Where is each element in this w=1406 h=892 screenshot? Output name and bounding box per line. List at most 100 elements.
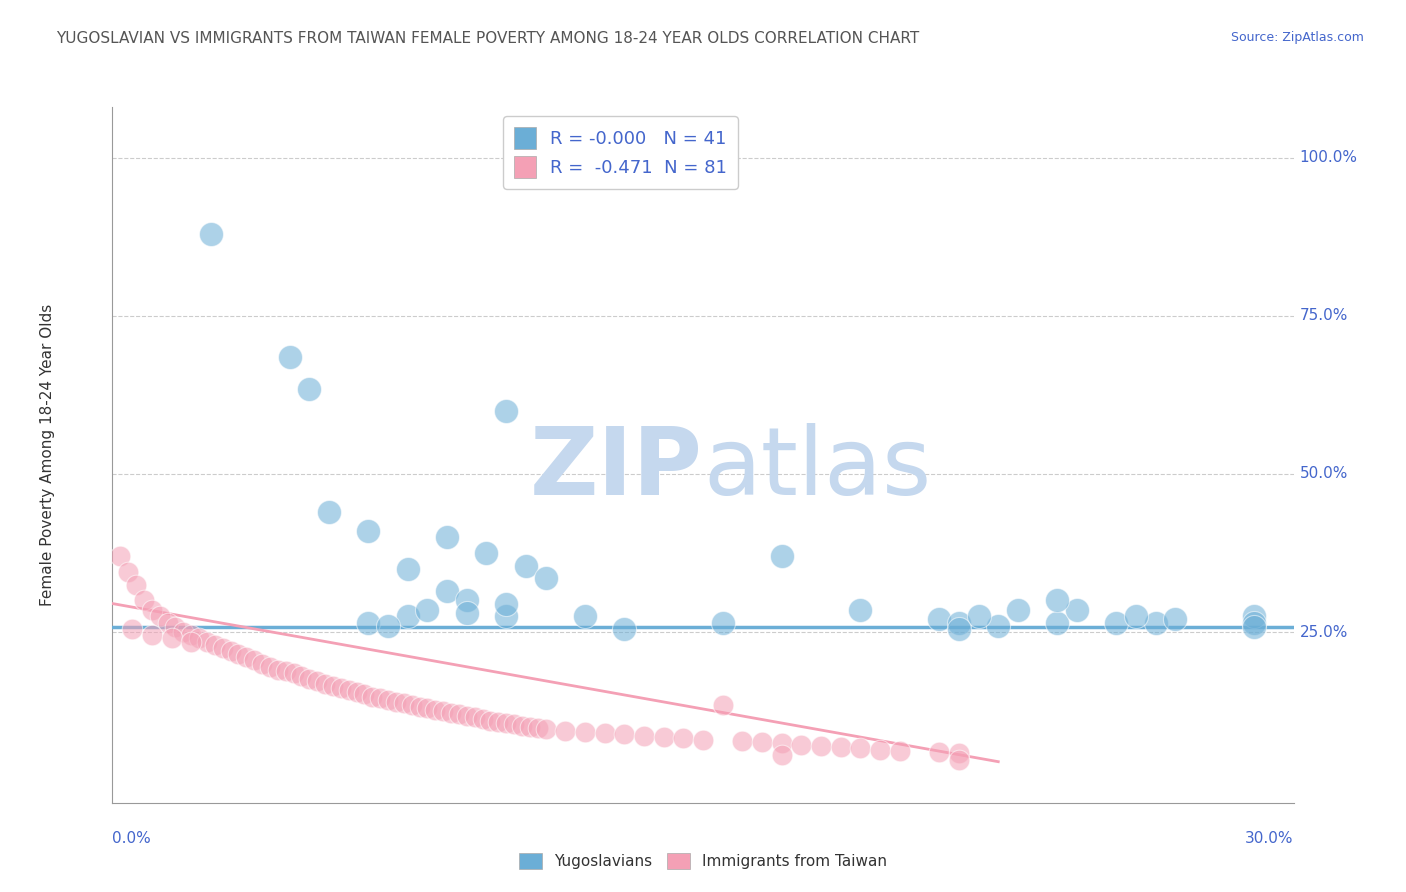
Point (110, 549, 132, 563)
Point (361, 690, 384, 704)
Point (188, 632, 211, 646)
Point (318, 505, 340, 519)
Point (849, 741, 872, 756)
Point (377, 693, 399, 707)
Point (1243, 620, 1265, 634)
Point (396, 609, 419, 624)
Point (987, 618, 1010, 632)
Text: 30.0%: 30.0% (1246, 830, 1294, 846)
Point (346, 685, 368, 699)
Point (456, 606, 478, 620)
Point (141, 603, 163, 617)
Text: 100.0%: 100.0% (1299, 150, 1357, 165)
Point (440, 706, 463, 720)
Point (554, 723, 576, 738)
Point (503, 717, 526, 731)
Point (298, 382, 321, 396)
Point (141, 628, 163, 642)
Point (770, 736, 793, 750)
Point (1007, 603, 1029, 617)
Point (160, 632, 183, 646)
Point (1066, 603, 1088, 617)
Point (149, 609, 172, 624)
Point (416, 603, 439, 617)
Point (711, 698, 734, 712)
Point (1144, 615, 1167, 630)
Point (574, 725, 596, 739)
Point (357, 524, 380, 538)
Point (267, 663, 290, 677)
Point (357, 615, 380, 630)
Point (219, 644, 242, 658)
Point (471, 712, 494, 726)
Point (385, 695, 408, 709)
Point (401, 698, 423, 713)
Point (274, 665, 297, 679)
Point (307, 674, 329, 689)
Point (368, 691, 391, 706)
Point (117, 565, 139, 579)
Point (613, 622, 636, 636)
Point (1243, 615, 1265, 630)
Point (928, 612, 950, 626)
Point (770, 549, 793, 563)
Point (479, 714, 502, 728)
Point (125, 577, 148, 591)
Point (652, 730, 675, 744)
Point (243, 653, 266, 667)
Point (392, 697, 415, 711)
Text: 50.0%: 50.0% (1299, 467, 1348, 482)
Point (633, 729, 655, 743)
Point (849, 603, 872, 617)
Point (180, 634, 202, 648)
Point (436, 583, 458, 598)
Point (495, 597, 517, 611)
Point (283, 666, 305, 681)
Text: atlas: atlas (703, 423, 931, 515)
Point (475, 546, 498, 560)
Point (731, 734, 754, 748)
Point (377, 618, 399, 632)
Point (534, 723, 557, 737)
Point (1243, 609, 1265, 624)
Point (613, 727, 636, 741)
Point (526, 721, 548, 735)
Text: YUGOSLAVIAN VS IMMIGRANTS FROM TAIWAN FEMALE POVERTY AMONG 18-24 YEAR OLDS CORRE: YUGOSLAVIAN VS IMMIGRANTS FROM TAIWAN FE… (56, 31, 920, 46)
Point (486, 714, 509, 729)
Point (204, 638, 226, 652)
Point (495, 403, 517, 417)
Point (692, 732, 714, 747)
Point (889, 744, 911, 758)
Point (250, 657, 273, 671)
Point (534, 571, 557, 585)
Point (432, 704, 454, 718)
Point (353, 687, 375, 701)
Point (770, 748, 793, 763)
Point (165, 620, 187, 634)
Point (1046, 615, 1069, 630)
Point (408, 699, 430, 714)
Point (329, 681, 352, 695)
Point (121, 622, 143, 636)
Point (290, 669, 312, 683)
Point (519, 720, 541, 734)
Text: 0.0%: 0.0% (112, 830, 152, 846)
Point (337, 683, 360, 698)
Text: ZIP: ZIP (530, 423, 703, 515)
Point (314, 677, 336, 691)
Point (1164, 612, 1187, 626)
Point (1105, 615, 1128, 630)
Point (322, 679, 344, 693)
Point (574, 609, 596, 624)
Point (948, 753, 970, 767)
Point (711, 615, 734, 630)
Point (195, 634, 218, 648)
Point (830, 740, 852, 755)
Point (172, 625, 194, 640)
Text: Source: ZipAtlas.com: Source: ZipAtlas.com (1230, 31, 1364, 45)
Point (436, 530, 458, 544)
Point (948, 622, 970, 636)
Point (132, 593, 155, 607)
Point (259, 660, 281, 674)
Point (464, 710, 486, 724)
